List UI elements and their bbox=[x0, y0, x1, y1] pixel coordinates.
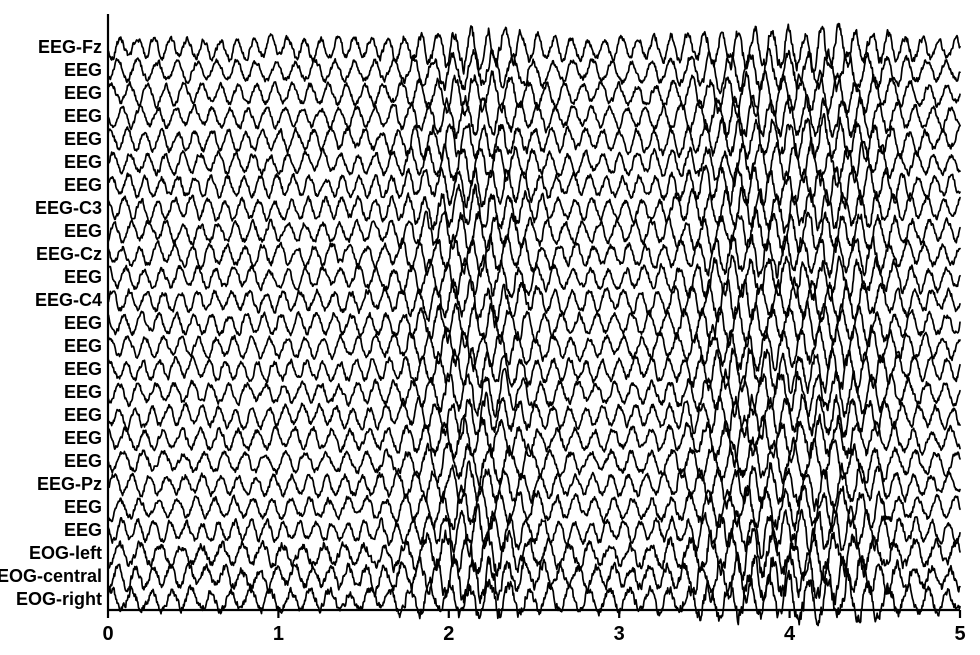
x-tick-label: 1 bbox=[273, 623, 284, 645]
channel-label: EEG bbox=[64, 106, 102, 126]
channel-label: EEG-Cz bbox=[36, 244, 102, 264]
channel-label: EEG bbox=[64, 267, 102, 287]
channel-label: EEG bbox=[64, 129, 102, 149]
channel-label: EEG-C4 bbox=[35, 290, 102, 310]
channel-label: EEG bbox=[64, 175, 102, 195]
channel-label: EEG bbox=[64, 313, 102, 333]
x-tick-label: 4 bbox=[784, 623, 796, 645]
x-tick-label: 5 bbox=[954, 623, 965, 645]
channel-label: EEG bbox=[64, 520, 102, 540]
channel-label: EEG bbox=[64, 405, 102, 425]
channel-label: EEG bbox=[64, 83, 102, 103]
channel-label: EEG-Fz bbox=[38, 37, 102, 57]
x-tick-label: 3 bbox=[614, 623, 625, 645]
channel-label: EEG bbox=[64, 451, 102, 471]
x-tick-label: 0 bbox=[102, 623, 113, 645]
channel-label: EEG bbox=[64, 221, 102, 241]
channel-label: EOG-central bbox=[0, 566, 102, 586]
channel-label: EEG bbox=[64, 152, 102, 172]
channel-label: EEG-Pz bbox=[37, 474, 102, 494]
channel-label: EOG-left bbox=[29, 543, 102, 563]
channel-label: EEG bbox=[64, 359, 102, 379]
channel-label: EEG bbox=[64, 428, 102, 448]
channel-label: EEG-C3 bbox=[35, 198, 102, 218]
x-tick-label: 2 bbox=[443, 623, 454, 645]
eeg-multichannel-chart: EEG-Fz EEG EEG EEG EEG EEG EEG EEG-C3 EEG EEG-Cz E… bbox=[0, 0, 980, 655]
channel-label: EEG bbox=[64, 336, 102, 356]
channel-label: EOG-right bbox=[16, 589, 102, 609]
channel-label: EEG bbox=[64, 497, 102, 517]
channel-label: EEG bbox=[64, 60, 102, 80]
channel-label: EEG bbox=[64, 382, 102, 402]
